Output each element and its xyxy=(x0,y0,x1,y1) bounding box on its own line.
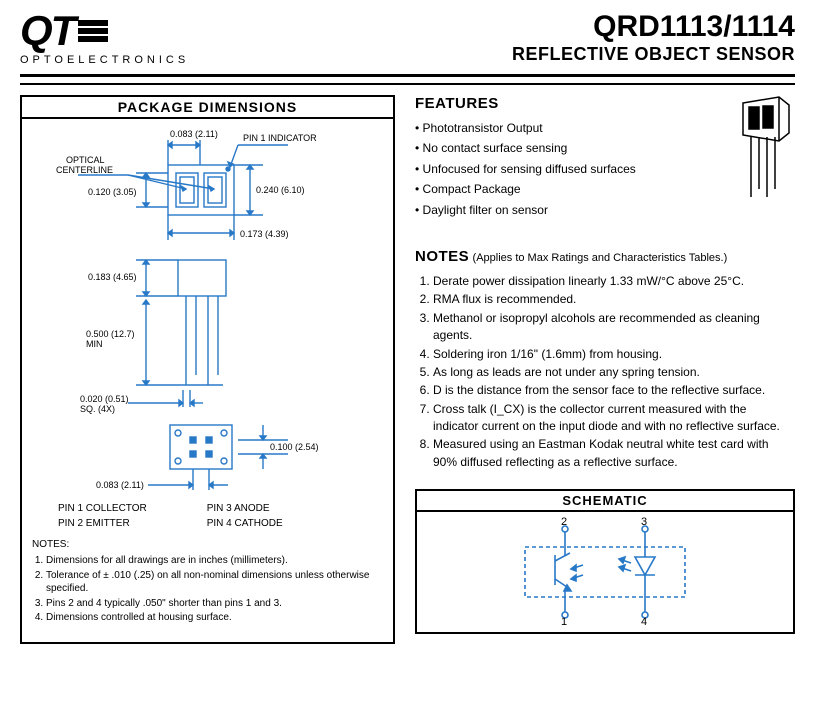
dim-0020b: SQ. (4X) xyxy=(80,404,115,414)
dim-0500b: MIN xyxy=(86,339,103,349)
note-item: Cross talk (I_CX) is the collector curre… xyxy=(433,401,795,436)
header-title: QRD1113/1114 REFLECTIVE OBJECT SENSOR xyxy=(512,10,795,65)
notes-subtitle: (Applies to Max Ratings and Characterist… xyxy=(473,252,728,264)
dim-0100: 0.100 (2.54) xyxy=(270,442,319,452)
label-pin1-indicator: PIN 1 INDICATOR xyxy=(243,133,317,143)
note-item: Soldering iron 1/16" (1.6mm) from housin… xyxy=(433,346,795,363)
dim-0173: 0.173 (4.39) xyxy=(240,229,289,239)
logo-subtitle: OPTOELECTRONICS xyxy=(20,54,189,66)
dim-0183: 0.183 (4.65) xyxy=(88,272,137,282)
schematic-diagram: 2 3 1 4 xyxy=(417,512,793,632)
pkg-note: Tolerance of ± .010 (.25) on all non-nom… xyxy=(46,569,387,596)
dim-0020a: 0.020 (0.51) xyxy=(80,394,129,404)
feature-item: Daylight filter on sensor xyxy=(415,200,721,220)
note-item: D is the distance from the sensor face t… xyxy=(433,382,795,399)
pkg-notes-list: Dimensions for all drawings are in inche… xyxy=(28,554,387,625)
feature-item: Phototransistor Output xyxy=(415,118,721,138)
dim-0083: 0.083 (2.11) xyxy=(170,129,218,139)
note-item: Derate power dissipation linearly 1.33 m… xyxy=(433,273,795,290)
note-item: RMA flux is recommended. xyxy=(433,291,795,308)
feature-item: Unfocused for sensing diffused surfaces xyxy=(415,159,721,179)
notes-section: NOTES (Applies to Max Ratings and Charac… xyxy=(415,248,795,471)
divider-thin xyxy=(20,83,795,85)
note-item: As long as leads are not under any sprin… xyxy=(433,364,795,381)
dim-0083b: 0.083 (2.11) xyxy=(96,480,144,490)
pin2-label: PIN 2 EMITTER xyxy=(58,516,147,531)
logo-bars-icon xyxy=(78,18,108,44)
features-title: FEATURES xyxy=(415,95,721,112)
pin4-label: PIN 4 CATHODE xyxy=(207,516,283,531)
part-number: QRD1113/1114 xyxy=(512,10,795,44)
dim-0120: 0.120 (3.05) xyxy=(88,187,137,197)
pkg-note: Pins 2 and 4 typically .050" shorter tha… xyxy=(46,597,387,611)
label-optical: OPTICAL xyxy=(66,155,105,165)
pkg-note: Dimensions for all drawings are in inche… xyxy=(46,554,387,568)
pin1-label: PIN 1 COLLECTOR xyxy=(58,501,147,516)
pin-legend: PIN 1 COLLECTOR PIN 2 EMITTER PIN 3 ANOD… xyxy=(58,501,387,531)
features-list: Phototransistor Output No contact surfac… xyxy=(415,118,721,220)
pkg-notes-label: NOTES: xyxy=(32,539,387,550)
header: QT OPTOELECTRONICS QRD1113/1114 REFLECTI… xyxy=(20,10,795,66)
component-icon xyxy=(735,95,795,205)
note-item: Measured using an Eastman Kodak neutral … xyxy=(433,436,795,471)
package-diagram: 0.083 (2.11) PIN 1 INDICATOR OPTICAL CEN… xyxy=(28,125,387,495)
feature-item: No contact surface sensing xyxy=(415,138,721,158)
package-dimensions-title: PACKAGE DIMENSIONS xyxy=(20,95,395,119)
logo-block: QT OPTOELECTRONICS xyxy=(20,10,189,66)
svg-text:1: 1 xyxy=(561,616,567,627)
notes-title: NOTES xyxy=(415,248,469,265)
schematic-title: SCHEMATIC xyxy=(417,491,793,512)
svg-text:4: 4 xyxy=(641,616,647,627)
note-item: Methanol or isopropyl alcohols are recom… xyxy=(433,310,795,345)
part-description: REFLECTIVE OBJECT SENSOR xyxy=(512,44,795,65)
svg-text:2: 2 xyxy=(561,517,567,528)
label-centerline: CENTERLINE xyxy=(56,165,113,175)
notes-list: Derate power dissipation linearly 1.33 m… xyxy=(415,273,795,471)
pkg-note: Dimensions controlled at housing surface… xyxy=(46,611,387,625)
divider-thick xyxy=(20,74,795,77)
dim-0500a: 0.500 (12.7) xyxy=(86,329,135,339)
dim-0240: 0.240 (6.10) xyxy=(256,185,305,195)
logo-text: QT xyxy=(20,10,74,52)
feature-item: Compact Package xyxy=(415,179,721,199)
pin3-label: PIN 3 ANODE xyxy=(207,501,283,516)
schematic-box: SCHEMATIC xyxy=(415,489,795,634)
svg-text:3: 3 xyxy=(641,517,647,528)
package-dimensions-box: 0.083 (2.11) PIN 1 INDICATOR OPTICAL CEN… xyxy=(20,119,395,644)
